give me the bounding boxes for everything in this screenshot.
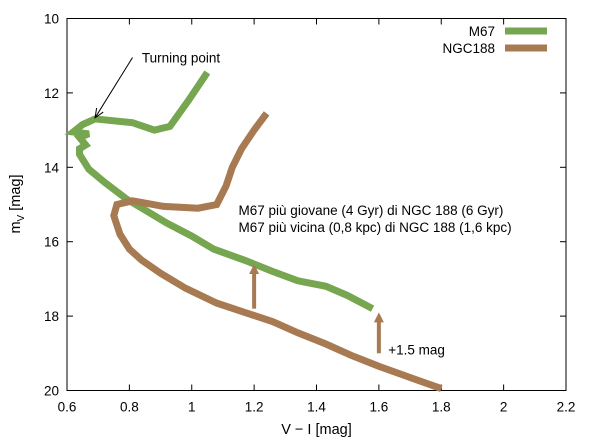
x-tick-label: 1 (188, 400, 196, 415)
series-line-ngc188 (110, 111, 443, 392)
annotation-text: +1.5 mag (388, 343, 445, 358)
x-tick-label: 0.6 (58, 400, 77, 415)
y-tick-label: 14 (44, 160, 60, 175)
turning-point-arrowhead (94, 107, 104, 119)
x-tick-label: 2 (500, 400, 508, 415)
y-tick-label: 18 (44, 309, 59, 324)
shift-arrowhead (249, 264, 260, 275)
shift-arrowhead (373, 312, 384, 323)
y-tick-label: 20 (44, 384, 59, 399)
annotation-text: Turning point (142, 51, 221, 66)
x-tick-label: 1.4 (307, 400, 326, 415)
data-series (64, 70, 443, 392)
turning-point-arrow (94, 57, 133, 119)
y-tick-label: 12 (44, 86, 59, 101)
y-tick-label: 10 (44, 12, 59, 27)
y-axis-label: mV [mag] (8, 174, 27, 233)
series-line-m67 (64, 70, 375, 312)
x-tick-label: 1.8 (432, 400, 451, 415)
legend-label: NGC188 (442, 41, 495, 56)
x-tick-label: 2.2 (557, 400, 576, 415)
annotations: Turning point M67 più giovane (4 Gyr) di … (142, 51, 512, 358)
annotation-text: M67 più giovane (4 Gyr) di NGC 188 (6 Gy… (239, 203, 504, 218)
x-tick-label: 1.2 (245, 400, 264, 415)
legend-label: M67 (469, 24, 495, 39)
annotation-text: M67 più vicina (0,8 kpc) di NGC 188 (1,6… (239, 220, 512, 235)
arrows (94, 57, 384, 354)
x-axis-label: V − I [mag] (281, 422, 352, 438)
x-tick-label: 0.8 (120, 400, 139, 415)
y-tick-label: 16 (44, 235, 59, 250)
x-tick-label: 1.6 (369, 400, 388, 415)
legend: M67 NGC188 (442, 24, 547, 56)
